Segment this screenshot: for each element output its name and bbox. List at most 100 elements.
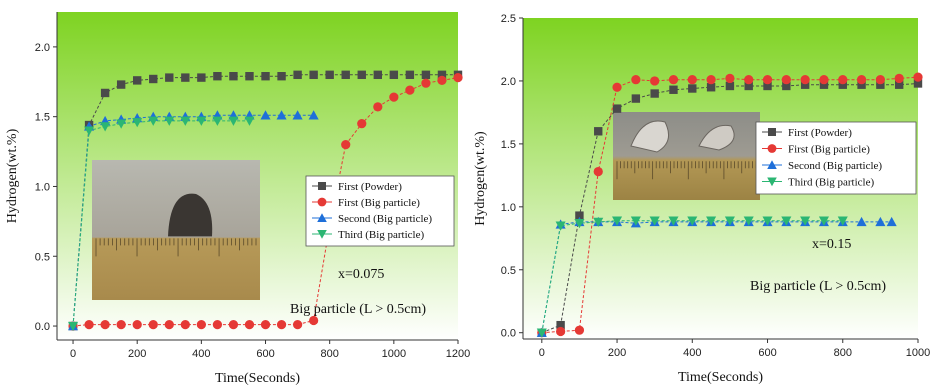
legend-label: First (Powder) — [788, 127, 852, 139]
x-tick-label: 400 — [192, 348, 210, 360]
data-point — [838, 75, 848, 85]
legend-label: Third (Big particle) — [338, 229, 424, 241]
data-point — [453, 72, 463, 83]
x-tick-label: 0 — [539, 347, 545, 359]
x-tick-label: 600 — [758, 347, 776, 359]
data-point — [148, 320, 158, 330]
series-line — [541, 76, 919, 334]
data-point — [84, 126, 95, 136]
data-point — [593, 217, 604, 227]
data-point — [594, 127, 603, 136]
legend-marker — [317, 213, 327, 222]
x-tick-label: 1200 — [446, 348, 470, 360]
data-point — [68, 321, 79, 332]
data-point — [164, 320, 174, 330]
legend-marker — [317, 230, 327, 239]
legend-marker — [318, 182, 326, 190]
x-tick-label: 1000 — [382, 348, 406, 360]
data-point — [818, 216, 829, 226]
data-point — [574, 325, 585, 335]
data-point — [556, 320, 565, 330]
data-point — [894, 80, 904, 89]
x-tick-label: 800 — [321, 348, 339, 360]
data-point — [555, 326, 566, 337]
data-point — [100, 122, 111, 132]
data-point — [261, 72, 270, 81]
y-axis-label: Hydrogen(wt.%) — [5, 128, 20, 223]
x-tick-label: 600 — [256, 348, 274, 360]
chart-panel-left: 0 200 400 600 800 1000 1200 0.0 0.5 1.0 1.5 2.0 Time… — [5, 12, 470, 385]
data-point — [649, 216, 660, 226]
data-point — [164, 116, 175, 126]
x-axis-label: Time(Seconds) — [215, 371, 300, 385]
legend-label: Second (Big particle) — [338, 213, 432, 225]
data-point — [437, 75, 447, 86]
data-point — [437, 70, 447, 80]
y-tick-label: 1.5 — [501, 139, 516, 151]
legend-label: Second (Big particle) — [788, 160, 882, 172]
legend-item: First (Big particle) — [762, 144, 870, 156]
data-point — [593, 166, 603, 177]
data-point — [148, 116, 159, 126]
particle-shape — [698, 124, 735, 151]
legend-label: Third (Big particle) — [788, 177, 874, 189]
data-point — [744, 81, 753, 91]
legend-box — [755, 121, 917, 195]
data-point — [357, 119, 367, 129]
x-axis-label: Time(Seconds) — [678, 370, 763, 385]
data-point — [341, 70, 350, 80]
data-point — [650, 76, 660, 86]
data-point — [276, 110, 287, 120]
y-tick-label: 1.5 — [35, 112, 50, 124]
data-point — [293, 70, 302, 80]
legend-item: First (Big particle) — [312, 197, 420, 209]
data-point — [800, 216, 811, 226]
data-point — [875, 216, 886, 227]
data-point — [165, 73, 174, 82]
data-point — [357, 70, 366, 80]
legend: First (Powder) First (Big particle) Second… — [755, 121, 917, 195]
x-tick-label: 200 — [128, 348, 146, 360]
data-point — [669, 85, 678, 94]
data-point — [631, 75, 641, 85]
data-point — [876, 80, 885, 89]
data-point — [309, 70, 318, 80]
data-point — [100, 320, 110, 330]
legend-item: First (Powder) — [312, 181, 402, 193]
data-point — [688, 84, 697, 93]
data-point — [782, 81, 791, 91]
data-point — [196, 116, 207, 126]
x-tick-label: 400 — [683, 347, 701, 359]
data-point — [245, 72, 254, 81]
y-tick-label: 2.5 — [501, 13, 516, 25]
y-tick-label: 2.0 — [501, 76, 516, 88]
chart-panel-right: 0 200 400 600 800 1000 0.0 0.5 1.0 1.5 2.0 2.5 Time(… — [473, 13, 930, 385]
data-point — [668, 216, 679, 226]
data-point — [744, 75, 754, 85]
data-point — [213, 72, 222, 81]
data-point — [763, 81, 772, 91]
data-point — [612, 216, 623, 226]
series-line — [541, 221, 892, 333]
data-point — [212, 320, 223, 330]
data-point — [857, 80, 866, 89]
data-point — [856, 216, 867, 227]
series-square — [68, 70, 463, 331]
legend-item: Third (Big particle) — [762, 177, 874, 189]
data-point — [116, 320, 126, 330]
data-point — [244, 116, 255, 126]
series-line — [72, 114, 314, 327]
legend-marker — [767, 144, 777, 153]
y-tick-label: 0.0 — [35, 321, 50, 333]
data-point — [373, 70, 382, 80]
data-point — [277, 72, 286, 81]
data-point — [706, 216, 717, 226]
data-point — [875, 75, 886, 85]
legend: First (Powder) First (Big particle) Second… — [305, 175, 455, 247]
data-point — [687, 75, 697, 85]
data-point — [725, 73, 735, 84]
data-point — [724, 216, 735, 226]
data-point — [631, 94, 641, 103]
data-point — [133, 76, 142, 85]
